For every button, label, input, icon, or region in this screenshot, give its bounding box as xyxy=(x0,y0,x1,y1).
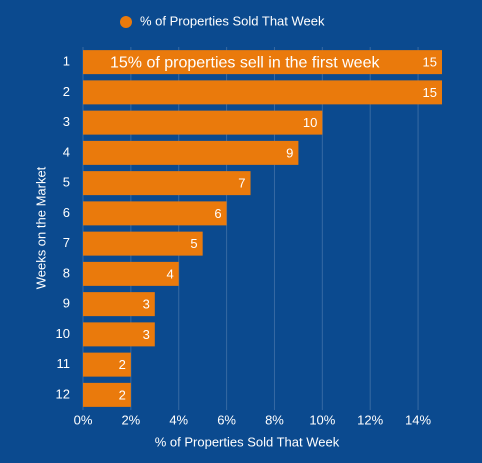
bar xyxy=(83,80,442,105)
value-label: 3 xyxy=(143,297,150,312)
y-tick-label: 1 xyxy=(63,54,70,69)
value-label: 15 xyxy=(423,55,437,70)
x-axis-label: % of Properties Sold That Week xyxy=(155,434,340,449)
bar xyxy=(83,261,179,286)
x-tick-label: 2% xyxy=(121,412,140,427)
value-label: 9 xyxy=(286,145,293,160)
bar xyxy=(83,352,131,377)
y-tick-label: 9 xyxy=(63,296,70,311)
legend-label: % of Properties Sold That Week xyxy=(140,13,325,28)
y-tick-label: 2 xyxy=(63,84,70,99)
y-tick-label: 8 xyxy=(63,265,70,280)
x-tick-label: 8% xyxy=(265,412,284,427)
value-label: 5 xyxy=(190,236,197,251)
y-tick-label: 4 xyxy=(63,144,70,159)
bar xyxy=(83,171,251,196)
value-label: 6 xyxy=(214,206,221,221)
x-tick-label: 4% xyxy=(169,412,188,427)
legend-marker xyxy=(120,16,132,28)
y-tick-label: 10 xyxy=(56,326,70,341)
bar xyxy=(83,231,203,256)
y-axis-label: Weeks on the Market xyxy=(33,166,48,289)
value-label: 4 xyxy=(166,266,173,281)
y-tick-label: 6 xyxy=(63,205,70,220)
annotation: 15% of properties sell in the first week xyxy=(110,54,380,71)
x-tick-label: 6% xyxy=(217,412,236,427)
value-label: 3 xyxy=(143,327,150,342)
bar xyxy=(83,292,155,317)
y-tick-label: 11 xyxy=(57,356,71,371)
value-label: 2 xyxy=(119,387,126,402)
x-tick-label: 12% xyxy=(357,412,383,427)
value-label: 10 xyxy=(303,115,317,130)
value-label: 2 xyxy=(119,357,126,372)
bar xyxy=(83,140,299,165)
x-tick-label: 14% xyxy=(405,412,431,427)
bar xyxy=(83,110,323,135)
x-tick-label: 0% xyxy=(74,412,93,427)
value-label: 7 xyxy=(238,176,245,191)
bar xyxy=(83,50,442,75)
y-tick-label: 7 xyxy=(63,235,70,250)
x-tick-label: 10% xyxy=(309,412,335,427)
y-tick-label: 3 xyxy=(63,114,70,129)
y-tick-label: 12 xyxy=(56,386,70,401)
bar xyxy=(83,201,227,226)
y-tick-label: 5 xyxy=(63,175,70,190)
value-label: 15 xyxy=(423,85,437,100)
bar xyxy=(83,382,131,407)
bar xyxy=(83,322,155,347)
